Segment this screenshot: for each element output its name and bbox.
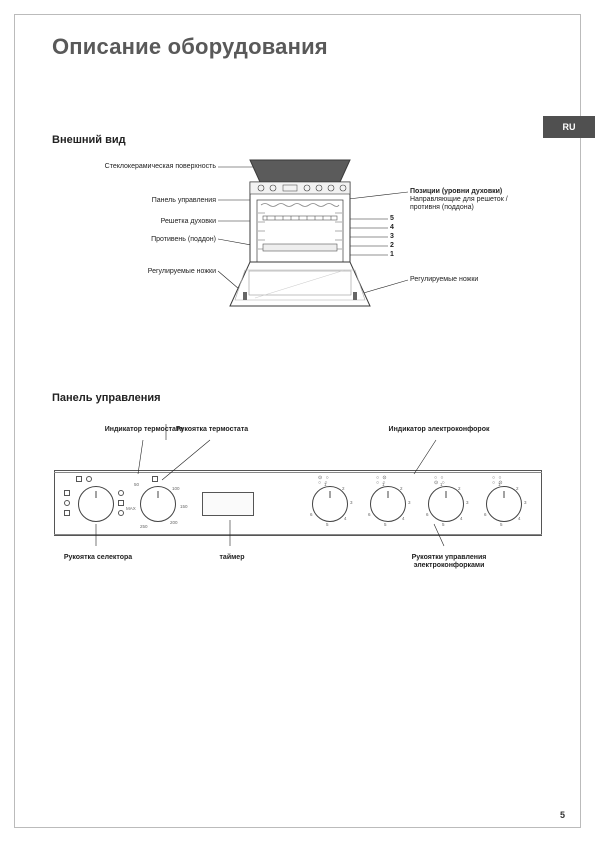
label-legs-right: Регулируемые ножки [410, 276, 580, 283]
panel-frame [54, 470, 542, 536]
burner-knob-2 [370, 486, 406, 522]
language-tab: RU [543, 116, 595, 138]
burner-pos-icon: ○ ⊙○ ○ [376, 476, 388, 486]
burner-knob-1 [312, 486, 348, 522]
label-text: Рукоятка термостата [176, 426, 248, 433]
burner-pos-icon: ⊙ ○○ ○ [318, 476, 330, 486]
label-timer: таймер [182, 554, 282, 562]
language-tab-label: RU [563, 122, 576, 132]
label-thermo-knob: Рукоятка термостата [172, 426, 252, 434]
burner-knob-3 [428, 486, 464, 522]
label-tray: Противень (поддон) [46, 236, 216, 243]
label-level4: 4 [390, 224, 400, 231]
label-legs-left: Регулируемые ножки [46, 268, 216, 275]
label-positions-sub: Направляющие для решеток / противня (под… [410, 196, 530, 211]
page-title: Описание оборудования [52, 34, 328, 60]
label-text: Рукоятки управления электроконфорками [412, 554, 487, 569]
label-selector-knob: Рукоятка селектора [48, 554, 148, 562]
label-text: таймер [220, 554, 245, 561]
mode-icon [118, 510, 124, 516]
burner-pos-icon: ○ ○○ ⊙ [492, 476, 504, 486]
label-text: Индикатор электроконфорок [389, 426, 490, 433]
selector-knob [78, 486, 114, 522]
mode-icon [118, 490, 124, 496]
label-control-panel: Панель управления [46, 197, 216, 204]
mode-icon [76, 476, 82, 482]
mode-icon [86, 476, 92, 482]
thermostat-knob [140, 486, 176, 522]
label-burner-indicator: Индикатор электроконфорок [384, 426, 494, 434]
temp-icon [152, 476, 158, 482]
mode-icon [64, 490, 70, 496]
page-number: 5 [560, 810, 565, 820]
burner-knob-4 [486, 486, 522, 522]
mode-icon [64, 500, 70, 506]
stove-illustration [225, 158, 375, 308]
label-level3: 3 [390, 233, 400, 240]
label-burner-knobs: Рукоятки управления электроконфорками [384, 554, 514, 569]
mode-icon [64, 510, 70, 516]
label-rack: Решетка духовки [46, 218, 216, 225]
mode-icon [118, 500, 124, 506]
label-surface: Стеклокерамическая поверхность [46, 163, 216, 170]
label-level5: 5 [390, 215, 400, 222]
label-positions-title: Позиции (уровни духовки) [410, 188, 580, 195]
label-level1: 1 [390, 251, 400, 258]
label-level2: 2 [390, 242, 400, 249]
section-heading-control-panel: Панель управления [52, 392, 161, 404]
panel-edge-top [54, 472, 542, 473]
control-panel-illustration: ⊙ ○○ ○ ○ ⊙○ ○ ○ ○⊙ ○ ○ ○○ ⊙ Индикатор те… [54, 440, 542, 570]
timer-display [202, 492, 254, 516]
section-heading-exterior: Внешний вид [52, 134, 126, 146]
label-text: Рукоятка селектора [64, 554, 132, 561]
burner-pos-icon: ○ ○⊙ ○ [434, 476, 446, 486]
panel-edge-bottom [54, 534, 542, 535]
